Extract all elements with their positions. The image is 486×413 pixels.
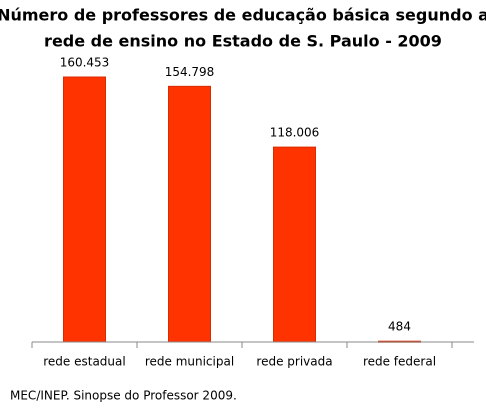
data-label: 154.798: [165, 65, 215, 79]
data-label: 118.006: [270, 126, 320, 140]
bar: [63, 76, 106, 343]
chart-title: rede de ensino no Estado de S. Paulo - 2…: [44, 32, 442, 51]
x-tick-label: rede privada: [256, 355, 332, 369]
data-label: 484: [388, 320, 411, 334]
source-note: MEC/INEP. Sinopse do Professor 2009.: [10, 389, 237, 403]
x-tick-label: rede federal: [363, 355, 436, 369]
x-tick-label: rede estadual: [43, 355, 125, 369]
chart-title: Número de professores de educação básica…: [0, 6, 486, 25]
data-label: 160.453: [60, 56, 110, 70]
bar: [168, 85, 211, 343]
bar: [273, 146, 316, 343]
x-tick-label: rede municipal: [145, 355, 234, 369]
